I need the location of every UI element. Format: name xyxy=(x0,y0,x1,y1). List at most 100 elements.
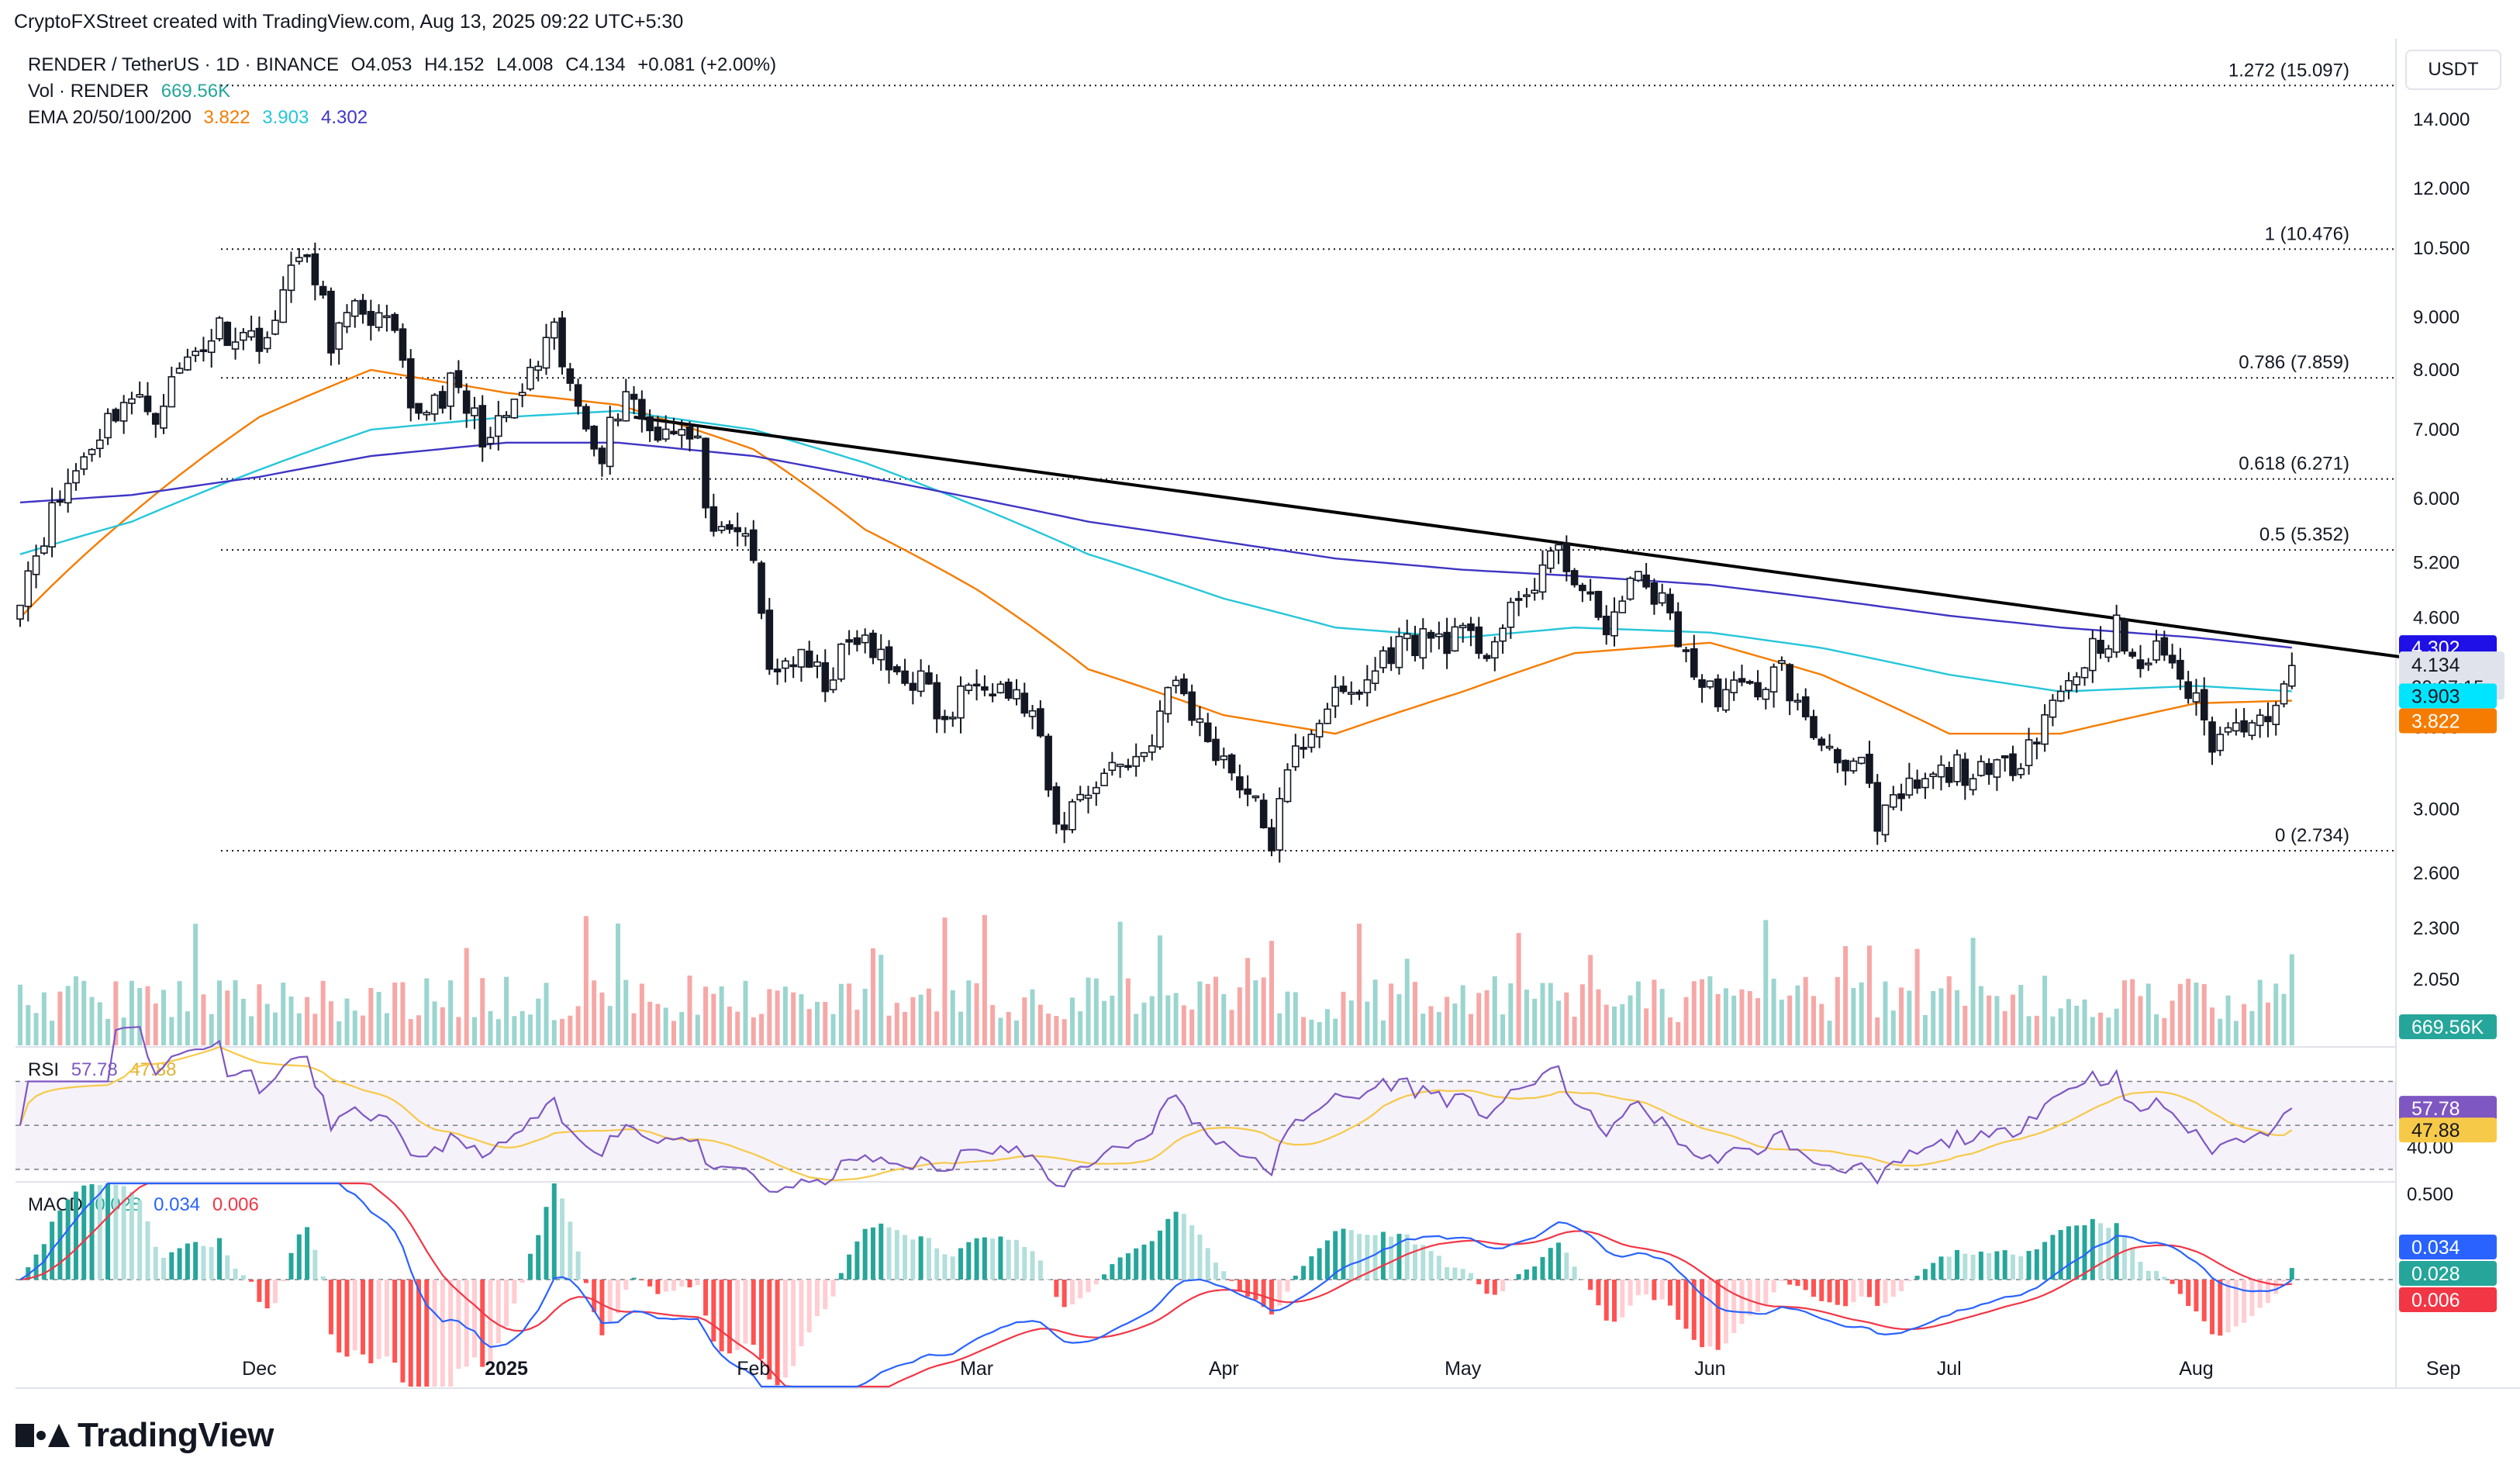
volume-bar xyxy=(1110,995,1115,1045)
volume-bar xyxy=(560,1018,565,1045)
macd-histogram-bar xyxy=(1452,1267,1458,1280)
candle-body xyxy=(598,447,606,465)
macd-histogram-bar xyxy=(97,1184,102,1280)
volume-bar xyxy=(679,1011,685,1045)
macd-histogram-bar xyxy=(225,1255,230,1280)
candle-body xyxy=(1156,710,1164,748)
candle-body xyxy=(1419,628,1427,659)
volume-bar xyxy=(1811,996,1816,1045)
candle-body xyxy=(335,322,343,350)
rsi-label: RSI xyxy=(28,1059,60,1080)
volume-bar xyxy=(1914,948,1920,1045)
volume-bar xyxy=(1062,1019,1067,1045)
volume-bar xyxy=(1859,982,1864,1045)
macd-histogram-bar xyxy=(1763,1280,1769,1306)
candle-body xyxy=(104,413,112,439)
volume-bar xyxy=(2154,1014,2159,1045)
trendline[interactable] xyxy=(633,415,2444,665)
volume-bar xyxy=(296,1013,302,1045)
candle-body xyxy=(478,405,487,448)
volume-bar xyxy=(1628,995,1633,1045)
volume-bar xyxy=(639,983,644,1045)
candle-body xyxy=(2272,704,2280,726)
macd-histogram-bar xyxy=(1946,1256,1952,1280)
volume-bar xyxy=(990,1004,996,1045)
volume-bar xyxy=(886,1015,892,1045)
macd-histogram-bar xyxy=(1237,1280,1242,1291)
candle-body xyxy=(2041,713,2049,745)
volume-bar xyxy=(1843,945,1849,1045)
macd-histogram-bar xyxy=(847,1254,852,1280)
candle-body xyxy=(1100,772,1108,786)
volume-bar xyxy=(520,1010,525,1045)
volume-bar xyxy=(105,1018,111,1045)
volume-legend[interactable]: Vol · RENDER 669.56K xyxy=(28,81,237,102)
candle-body xyxy=(685,426,694,440)
macd-histogram-bar xyxy=(1890,1280,1896,1297)
symbol-legend[interactable]: RENDER / TetherUS · 1D · BINANCE O4.053 … xyxy=(28,54,783,76)
volume-bar xyxy=(1245,958,1251,1045)
volume-bar xyxy=(1978,986,1983,1045)
currency-button[interactable]: USDT xyxy=(2405,50,2501,90)
candle-body xyxy=(1276,798,1284,851)
macd-histogram-bar xyxy=(1348,1230,1354,1280)
macd-histogram-bar xyxy=(735,1280,740,1351)
volume-bar xyxy=(1866,945,1872,1045)
volume-bar xyxy=(1635,981,1641,1045)
candle-body xyxy=(1475,626,1483,655)
macd-histogram-bar xyxy=(616,1280,620,1314)
candle-body xyxy=(2248,722,2256,737)
ema200-value: 4.302 xyxy=(320,107,368,128)
candle-body xyxy=(1650,582,1659,605)
candle-body xyxy=(789,664,797,668)
candle-body xyxy=(1427,631,1435,639)
volume-bar xyxy=(1588,955,1593,1045)
macd-histogram-bar xyxy=(560,1198,565,1280)
candle-body xyxy=(40,545,48,554)
time-tick: Aug xyxy=(2179,1358,2213,1380)
macd-histogram-bar xyxy=(1803,1280,1808,1290)
macd-histogram-bar xyxy=(830,1280,836,1297)
candle-body xyxy=(462,390,471,414)
volume-bar xyxy=(782,986,788,1045)
time-axis: Dec 2025 Feb Mar Apr May Jun Jul Aug Sep xyxy=(242,1358,2460,1380)
macd-histogram-bar xyxy=(1620,1280,1625,1318)
volume-bar xyxy=(161,990,167,1045)
volume-bar xyxy=(663,1007,668,1045)
volume-bar xyxy=(2249,1010,2255,1045)
ema-legend[interactable]: EMA 20/50/100/200 3.822 3.903 4.302 xyxy=(28,107,375,129)
candle-body xyxy=(901,670,909,684)
volume-bar xyxy=(26,1005,31,1045)
candle-body xyxy=(1315,723,1324,738)
macd-histogram-bar xyxy=(1030,1251,1035,1280)
ema50-value: 3.822 xyxy=(203,107,250,128)
macd-histogram-bar xyxy=(121,1186,126,1280)
macd-histogram-bar xyxy=(1086,1280,1091,1293)
volume-bar xyxy=(2114,1008,2119,1045)
symbol-title[interactable]: RENDER / TetherUS · 1D · BINANCE xyxy=(28,54,339,75)
macd-histogram-bar xyxy=(2225,1280,2231,1332)
volume-bar xyxy=(799,994,804,1045)
macd-histogram-bar xyxy=(2177,1280,2183,1294)
volume-bar xyxy=(2090,1017,2095,1045)
macd-histogram-bar xyxy=(480,1280,485,1367)
macd-histogram-bar xyxy=(1524,1269,1529,1280)
candle-body xyxy=(2177,659,2184,680)
candle-body xyxy=(853,637,861,645)
volume-bar xyxy=(1372,979,1378,1045)
ema50-line xyxy=(19,368,2292,735)
macd-histogram-bar xyxy=(1795,1280,1800,1287)
candle-body xyxy=(1307,734,1316,748)
macd-histogram-bar xyxy=(2042,1242,2048,1280)
volume-bar xyxy=(1022,997,1027,1045)
rsi-value-label-value: 57.78 xyxy=(2411,1098,2460,1120)
macd-histogram-bar xyxy=(185,1243,190,1280)
macd-histogram-bar xyxy=(1189,1225,1195,1280)
candle-body xyxy=(2056,690,2065,702)
volume-bar xyxy=(1046,1014,1051,1045)
volume-bar xyxy=(1524,990,1529,1045)
volume-bar xyxy=(368,988,374,1045)
macd-histogram-bar xyxy=(1413,1244,1417,1280)
ema50-label-box xyxy=(2399,708,2497,734)
